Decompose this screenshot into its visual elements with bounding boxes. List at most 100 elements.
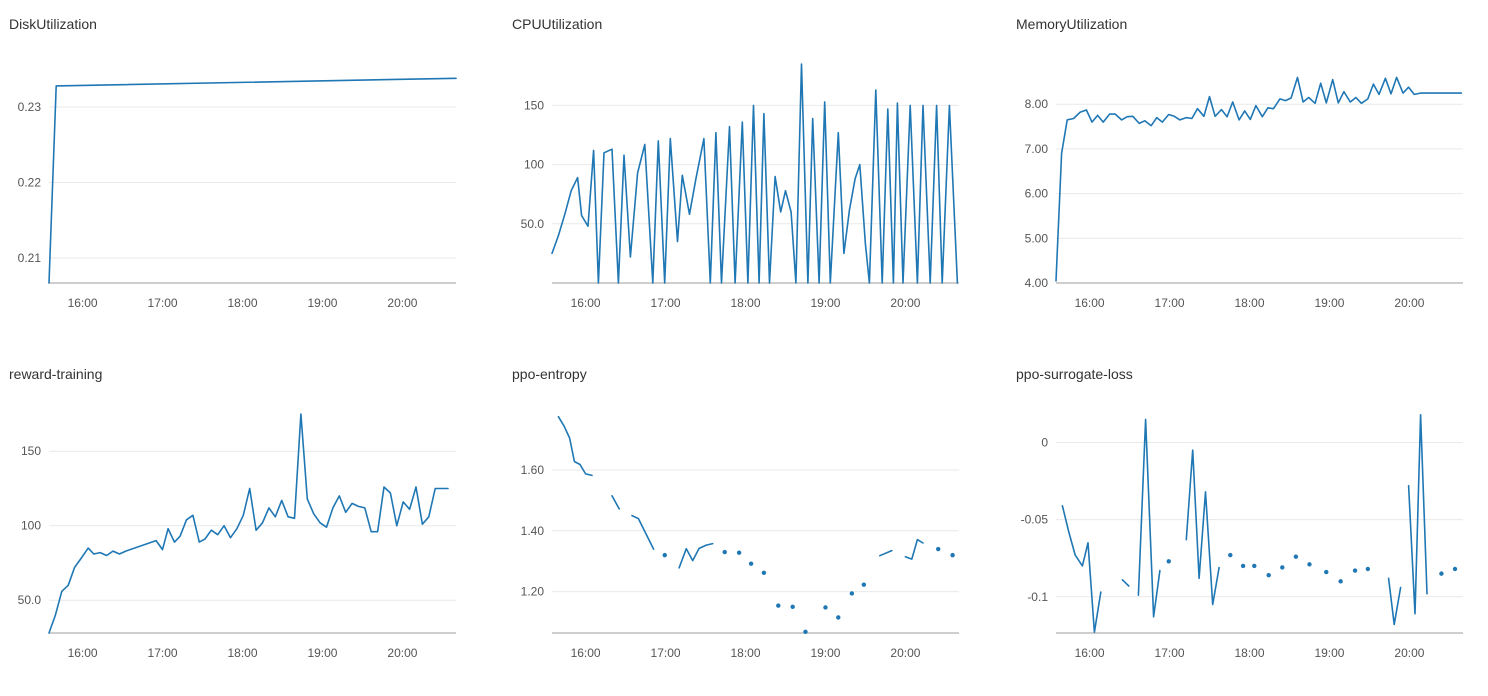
x-tick-label: 19:00 bbox=[810, 296, 840, 310]
y-tick-label: 8.00 bbox=[1025, 97, 1049, 111]
chart-title: reward-training bbox=[9, 366, 103, 382]
data-point bbox=[936, 546, 941, 552]
y-tick-label: 4.00 bbox=[1025, 276, 1049, 290]
x-tick-label: 17:00 bbox=[1155, 296, 1185, 310]
series-segment bbox=[631, 514, 655, 550]
y-tick-label: 6.00 bbox=[1025, 187, 1049, 201]
x-tick-label: 20:00 bbox=[1394, 646, 1424, 660]
x-tick-label: 16:00 bbox=[1075, 646, 1105, 660]
chart-title: ppo-entropy bbox=[512, 366, 587, 382]
data-point bbox=[836, 615, 841, 620]
data-point bbox=[1452, 566, 1458, 572]
y-tick-label: 0.21 bbox=[18, 251, 42, 265]
memory-utilization-chart[interactable]: 4.00 5.00 6.00 7.00 8.00 16:00 17:00 18:00 19:00… bbox=[1016, 16, 1486, 346]
data-point bbox=[1307, 562, 1312, 567]
chart-title: MemoryUtilization bbox=[1016, 16, 1128, 32]
y-tick-label: 7.00 bbox=[1025, 142, 1049, 156]
data-point bbox=[861, 582, 867, 587]
data-point bbox=[1293, 554, 1299, 559]
panel-cpu-utilization: CPUUtilization 50.0 100 150 16:00 17:00 18:00… bbox=[512, 16, 982, 346]
data-point bbox=[950, 552, 955, 558]
y-tick-label: 5.00 bbox=[1025, 231, 1049, 245]
x-tick-label: 16:00 bbox=[68, 646, 98, 660]
data-point bbox=[722, 549, 727, 555]
x-tick-label: 19:00 bbox=[307, 646, 337, 660]
chart-title: CPUUtilization bbox=[512, 16, 603, 32]
data-point bbox=[761, 570, 767, 575]
x-tick-label: 17:00 bbox=[651, 296, 681, 310]
y-tick-label: 1.60 bbox=[521, 463, 545, 477]
ppo-entropy-chart[interactable]: 1.20 1.40 1.60 16:00 17:00 18:00 19:00 20:00 bbox=[512, 366, 982, 696]
series-segment bbox=[1387, 577, 1402, 626]
data-point bbox=[1324, 569, 1329, 575]
data-point bbox=[1240, 563, 1246, 569]
data-point bbox=[748, 561, 754, 566]
x-tick-label: 18:00 bbox=[227, 296, 257, 310]
data-point bbox=[1252, 563, 1257, 569]
series-segment bbox=[1137, 418, 1161, 618]
x-tick-label: 20:00 bbox=[1394, 296, 1424, 310]
panel-memory-utilization: MemoryUtilization 4.00 5.00 6.00 7.00 8.00 16… bbox=[1016, 16, 1486, 346]
x-tick-label: 16:00 bbox=[571, 646, 601, 660]
x-tick-label: 16:00 bbox=[68, 296, 98, 310]
x-tick-label: 18:00 bbox=[227, 646, 257, 660]
x-tick-label: 20:00 bbox=[387, 296, 417, 310]
y-tick-label: 100 bbox=[21, 519, 41, 533]
x-tick-label: 17:00 bbox=[651, 646, 681, 660]
y-tick-label: 100 bbox=[524, 158, 544, 172]
data-point bbox=[849, 591, 855, 596]
x-tick-label: 16:00 bbox=[1075, 296, 1105, 310]
x-tick-label: 16:00 bbox=[571, 296, 601, 310]
chart-title: DiskUtilization bbox=[9, 16, 97, 32]
cpu-utilization-chart[interactable]: 50.0 100 150 16:00 17:00 18:00 19:00 20:00 bbox=[512, 16, 982, 346]
series-segment bbox=[1121, 579, 1130, 587]
data-point bbox=[1365, 566, 1371, 572]
data-point bbox=[1280, 565, 1285, 570]
series-line bbox=[551, 63, 959, 284]
series-segment bbox=[1061, 505, 1102, 634]
y-tick-label: 50.0 bbox=[18, 593, 42, 607]
x-tick-label: 19:00 bbox=[1314, 296, 1344, 310]
data-point bbox=[662, 552, 667, 558]
data-point bbox=[790, 604, 795, 610]
panel-ppo-entropy: ppo-entropy 1.20 1.40 1.60 16:00 17:00 18:00 1… bbox=[512, 366, 982, 696]
data-point bbox=[803, 629, 808, 634]
x-tick-label: 18:00 bbox=[730, 296, 760, 310]
y-tick-label: -0.1 bbox=[1027, 590, 1048, 604]
x-tick-label: 17:00 bbox=[1155, 646, 1185, 660]
series-line bbox=[1055, 76, 1463, 282]
x-tick-label: 20:00 bbox=[890, 646, 920, 660]
data-point bbox=[1266, 572, 1271, 578]
data-point bbox=[1352, 568, 1358, 573]
y-tick-label: 150 bbox=[524, 98, 544, 112]
x-tick-label: 19:00 bbox=[1314, 646, 1344, 660]
y-tick-label: 150 bbox=[21, 444, 41, 458]
x-tick-label: 20:00 bbox=[890, 296, 920, 310]
y-tick-label: 1.40 bbox=[521, 524, 545, 538]
ppo-surrogate-loss-chart[interactable]: -0.1 -0.05 0 16:00 17:00 18:00 19:00 20:00 bbox=[1016, 366, 1486, 696]
y-tick-label: 0 bbox=[1041, 436, 1048, 450]
x-tick-label: 18:00 bbox=[1234, 296, 1264, 310]
series-segment bbox=[1407, 413, 1428, 615]
panel-ppo-surrogate-loss: ppo-surrogate-loss -0.1 -0.05 0 16:00 17:00 1… bbox=[1016, 366, 1486, 696]
series-segment bbox=[904, 538, 924, 560]
series-line bbox=[48, 77, 457, 284]
series-segment bbox=[878, 549, 893, 557]
x-tick-label: 18:00 bbox=[1234, 646, 1264, 660]
data-point bbox=[1338, 579, 1343, 584]
panel-disk-utilization: DiskUtilization 0.21 0.22 0.23 16:00 17:00 18… bbox=[9, 16, 479, 346]
x-tick-label: 17:00 bbox=[148, 296, 178, 310]
data-point bbox=[776, 603, 781, 608]
x-tick-label: 18:00 bbox=[730, 646, 760, 660]
panel-reward-training: reward-training 50.0 100 150 16:00 17:00 18:0… bbox=[9, 366, 479, 696]
series-segment bbox=[611, 495, 620, 510]
y-tick-label: 50.0 bbox=[521, 217, 545, 231]
series-line bbox=[48, 413, 449, 634]
x-tick-label: 20:00 bbox=[387, 646, 417, 660]
reward-training-chart[interactable]: 50.0 100 150 16:00 17:00 18:00 19:00 20:00 bbox=[9, 366, 479, 696]
series-segment bbox=[1185, 449, 1220, 606]
x-tick-label: 19:00 bbox=[810, 646, 840, 660]
data-point bbox=[1228, 552, 1233, 558]
disk-utilization-chart[interactable]: 0.21 0.22 0.23 16:00 17:00 18:00 19:00 20:00 bbox=[9, 16, 479, 346]
x-tick-label: 19:00 bbox=[307, 296, 337, 310]
